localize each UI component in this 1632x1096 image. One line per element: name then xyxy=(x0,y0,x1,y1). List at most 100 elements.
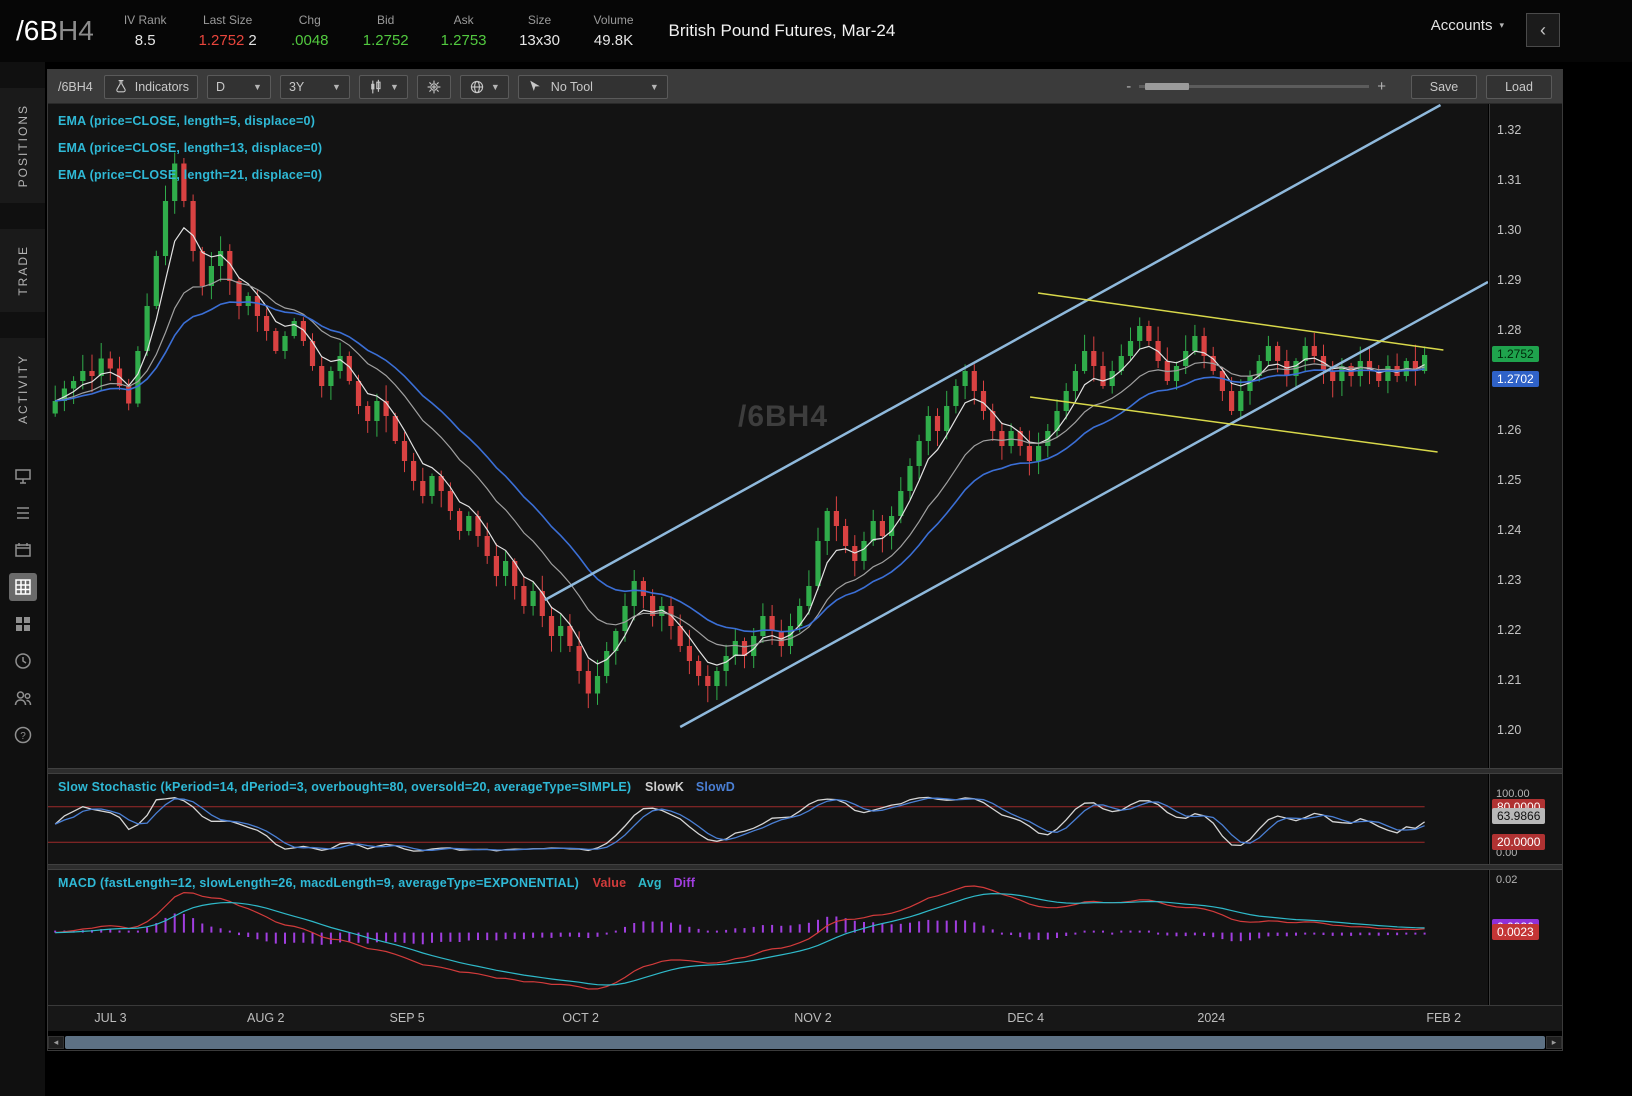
price-axis-label: 1.25 xyxy=(1497,473,1522,487)
stat-ask: Ask 1.2753 xyxy=(440,13,487,49)
ema21-study-label[interactable]: EMA (price=CLOSE, length=21, displace=0) xyxy=(58,168,323,182)
quote-stats: IV Rank 8.5 Last Size 1.2752 2 Chg .0048 … xyxy=(124,13,635,49)
time-axis-label: DEC 4 xyxy=(1007,1011,1045,1025)
stochastic-study-label[interactable]: Slow Stochastic (kPeriod=14, dPeriod=3, … xyxy=(58,780,736,794)
flask-icon xyxy=(115,79,126,92)
time-axis-label: NOV 2 xyxy=(794,1011,832,1025)
price-axis-label: 1.32 xyxy=(1497,123,1522,137)
stat-bid: Bid 1.2752 xyxy=(362,13,409,49)
macd-axis: 0.020.00260.0023 xyxy=(1489,870,1562,1005)
pane-splitter[interactable] xyxy=(48,864,1562,870)
calendar-icon[interactable] xyxy=(9,536,37,564)
stoch-axis-label: 100.00 xyxy=(1496,788,1530,800)
price-axis-label: 1.30 xyxy=(1497,223,1522,237)
collapse-panel-button[interactable]: ‹ xyxy=(1526,13,1560,47)
time-axis: JUL 3 AUG 2 SEP 5 OCT 2 NOV 2 DEC 4 2024 FEB 2 xyxy=(48,1005,1562,1031)
zoom-slider[interactable] xyxy=(1139,83,1370,90)
cursor-icon xyxy=(529,80,540,91)
price-chart-pane[interactable]: /6BH4 EMA (price=CLOSE, length=5, displa… xyxy=(48,104,1488,768)
time-axis-label: FEB 2 xyxy=(1426,1011,1462,1025)
scrollbar-thumb[interactable] xyxy=(65,1036,1545,1049)
scroll-left-button[interactable]: ◂ xyxy=(48,1036,64,1049)
symbol-watermark: /6BH4 xyxy=(738,400,829,433)
left-sidebar: POSITIONS TRADE ACTIVITY xyxy=(0,62,45,1096)
symbol-contract: H4 xyxy=(58,15,94,46)
chart-grid-icon[interactable] xyxy=(8,573,37,602)
settings-button[interactable] xyxy=(416,74,451,99)
help-icon[interactable]: ? xyxy=(9,721,37,749)
macd-diff-label: Diff xyxy=(673,876,696,890)
indicators-button[interactable]: Indicators xyxy=(103,74,198,99)
time-axis-label: SEP 5 xyxy=(389,1011,425,1025)
stochastic-pane[interactable]: Slow Stochastic (kPeriod=14, dPeriod=3, … xyxy=(48,774,1488,864)
price-axis[interactable]: 1.321.311.301.291.281.271.261.251.241.23… xyxy=(1489,104,1562,768)
zoom-control: - + xyxy=(1126,78,1386,95)
range-dropdown[interactable]: 3Y ▼ xyxy=(279,74,350,99)
stat-iv-rank: IV Rank 8.5 xyxy=(123,13,167,49)
pane-splitter[interactable] xyxy=(48,768,1562,774)
svg-text:?: ? xyxy=(20,731,26,742)
zoom-slider-handle[interactable] xyxy=(1145,83,1190,90)
price-axis-label: 1.23 xyxy=(1497,573,1522,587)
time-axis-label: OCT 2 xyxy=(562,1011,599,1025)
scroll-right-button[interactable]: ▸ xyxy=(1546,1036,1562,1049)
price-axis-label: 1.20 xyxy=(1497,723,1522,737)
price-axis-label: 1.28 xyxy=(1497,323,1522,337)
load-button[interactable]: Load xyxy=(1486,74,1552,99)
symbol-display: /6BH4 xyxy=(16,15,94,47)
quote-header: /6BH4 IV Rank 8.5 Last Size 1.2752 2 Chg … xyxy=(0,0,1632,62)
dashboard-tiles-icon[interactable] xyxy=(9,610,37,638)
save-button[interactable]: Save xyxy=(1411,74,1477,99)
time-axis-label: 2024 xyxy=(1197,1011,1226,1025)
ema5-study-label[interactable]: EMA (price=CLOSE, length=5, displace=0) xyxy=(58,114,316,128)
chart-type-dropdown[interactable]: ▼ xyxy=(358,74,408,99)
macd-pane[interactable]: MACD (fastLength=12, slowLength=26, macd… xyxy=(48,870,1488,1005)
gear-icon xyxy=(427,80,441,93)
macd-study-label[interactable]: MACD (fastLength=12, slowLength=26, macd… xyxy=(58,876,696,890)
study-value-bubble: 63.9866 xyxy=(1492,808,1546,825)
stat-volume: Volume 49.8K xyxy=(593,13,634,49)
sidebar-tab-positions[interactable]: POSITIONS xyxy=(0,88,45,204)
ema13-study-label[interactable]: EMA (price=CLOSE, length=13, displace=0) xyxy=(58,141,323,155)
stat-chg: Chg .0048 xyxy=(290,13,329,49)
macd-avg-label: Avg xyxy=(637,876,662,890)
sidebar-tab-trade[interactable]: TRADE xyxy=(0,229,45,313)
time-axis-label: JUL 3 xyxy=(94,1011,127,1025)
symbol-root: /6B xyxy=(16,15,59,46)
price-bubble: 1.2752 xyxy=(1492,346,1539,362)
chart-scrollbar: ◂ ▸ xyxy=(48,1036,1562,1049)
time-axis-label: AUG 2 xyxy=(247,1011,285,1025)
candlestick-plot xyxy=(52,104,1488,729)
price-axis-label: 1.26 xyxy=(1497,423,1522,437)
stat-last-size: Last Size 1.2752 2 xyxy=(198,13,257,49)
sidebar-tab-activity[interactable]: ACTIVITY xyxy=(0,338,45,441)
clock-icon[interactable] xyxy=(9,647,37,675)
list-icon[interactable] xyxy=(9,499,37,527)
chart-toolbar: /6BH4 Indicators D ▼ 3Y ▼ ▼ ▼ No Tool ▼ xyxy=(48,70,1562,104)
zoom-out-button[interactable]: - xyxy=(1126,78,1132,95)
chevron-down-icon: ▼ xyxy=(649,81,659,92)
accounts-menu[interactable]: Accounts ▾ xyxy=(1430,17,1504,34)
zoom-in-button[interactable]: + xyxy=(1377,78,1386,95)
chevron-down-icon: ▼ xyxy=(332,81,341,92)
price-axis-label: 1.22 xyxy=(1497,623,1522,637)
timeframe-dropdown[interactable]: D ▼ xyxy=(206,74,271,99)
instrument-title: British Pound Futures, Mar-24 xyxy=(668,21,896,40)
macd-value-label: Value xyxy=(592,876,627,890)
price-bubble: 1.2702 xyxy=(1492,371,1539,387)
stochastic-plot xyxy=(48,796,1425,852)
macd-axis-label: 0.02 xyxy=(1496,874,1518,886)
monitor-icon[interactable] xyxy=(9,462,37,490)
toolbar-symbol-label: /6BH4 xyxy=(58,79,93,94)
stochastic-axis: 100.00 0.00 80.0000 20.0000 63.9866 xyxy=(1489,774,1562,864)
drawing-tools-dropdown[interactable]: ▼ xyxy=(459,74,509,99)
slowk-label: SlowK xyxy=(644,780,685,794)
people-icon[interactable] xyxy=(9,684,37,712)
active-tool-dropdown[interactable]: No Tool ▼ xyxy=(517,74,668,99)
price-axis-label: 1.29 xyxy=(1497,273,1522,287)
candlestick-icon xyxy=(371,79,381,93)
chevron-down-icon: ▾ xyxy=(1499,20,1504,30)
chevron-down-icon: ▼ xyxy=(490,81,500,92)
stat-size: Size 13x30 xyxy=(519,13,560,49)
price-axis-label: 1.24 xyxy=(1497,523,1522,537)
